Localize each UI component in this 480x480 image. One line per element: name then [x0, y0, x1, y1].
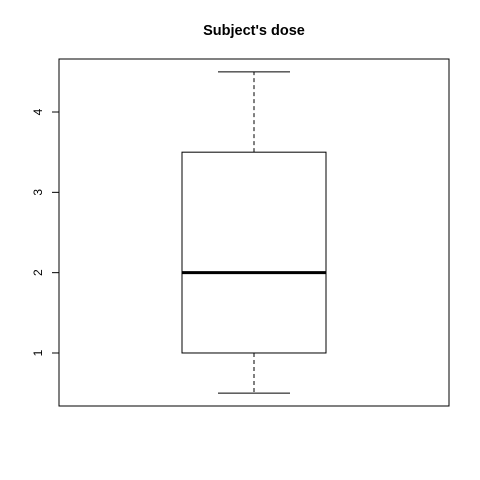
y-tick-label-2: 2: [31, 269, 45, 276]
y-tick-label-1: 1: [31, 349, 45, 356]
y-tick-label-4: 4: [31, 108, 45, 115]
box-iqr: [181, 151, 327, 354]
plot-area: 1 2 3 4: [31, 58, 450, 407]
y-tick-label-3: 3: [31, 189, 45, 196]
chart-title: Subject's dose: [203, 23, 305, 39]
